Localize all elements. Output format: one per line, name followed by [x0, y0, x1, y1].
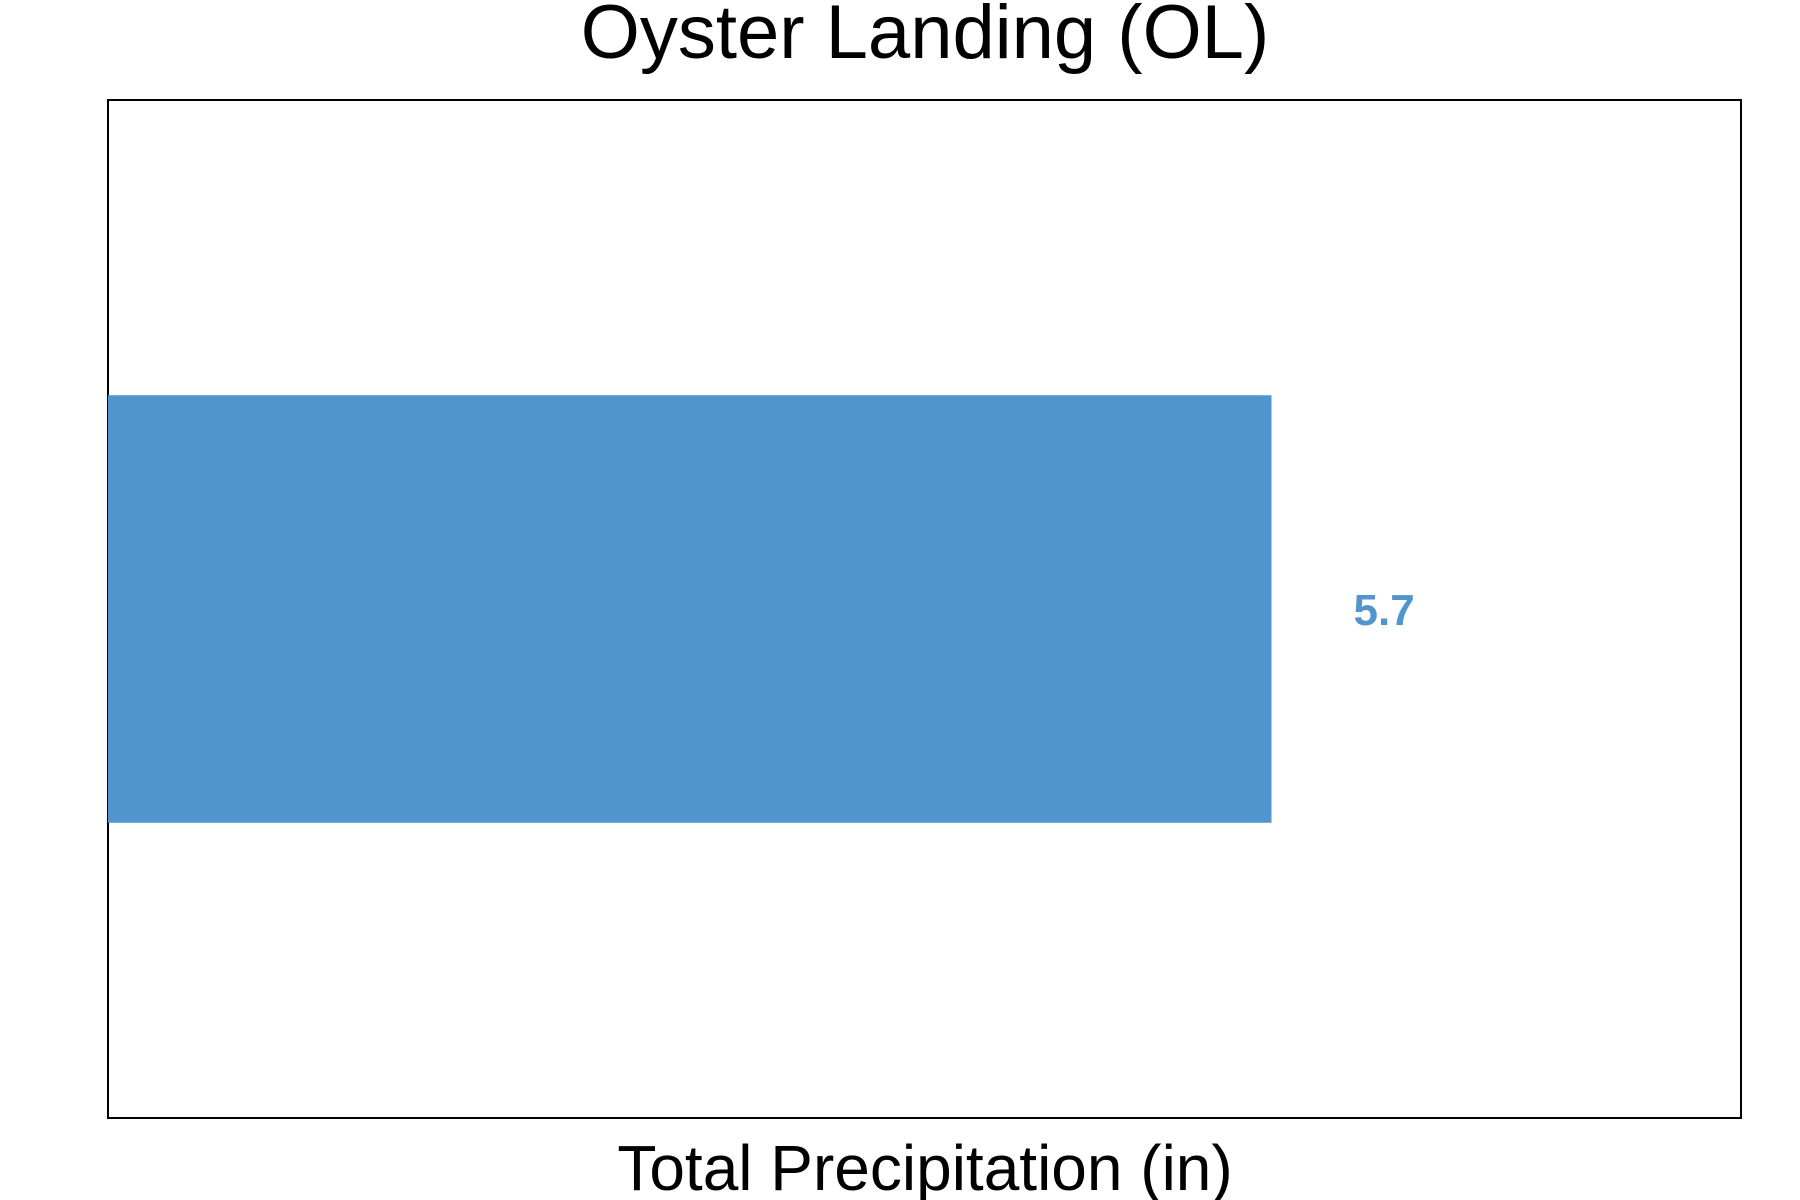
bar [108, 395, 1272, 823]
bar-value-label: 5.7 [1354, 586, 1415, 635]
bars [108, 395, 1272, 823]
value-labels: 5.7 [1354, 586, 1415, 635]
chart-title: Oyster Landing (OL) [581, 0, 1270, 75]
x-axis-label: Total Precipitation (in) [617, 1132, 1232, 1200]
plot-area: 5.7 [107, 99, 1742, 1119]
